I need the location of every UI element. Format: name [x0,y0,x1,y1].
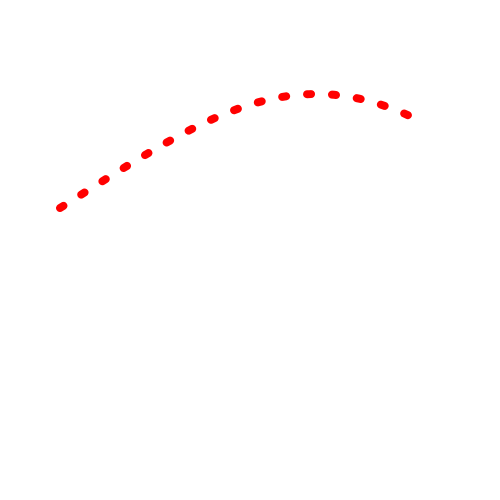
background [0,0,500,500]
canvas [0,0,500,500]
page [0,0,500,500]
